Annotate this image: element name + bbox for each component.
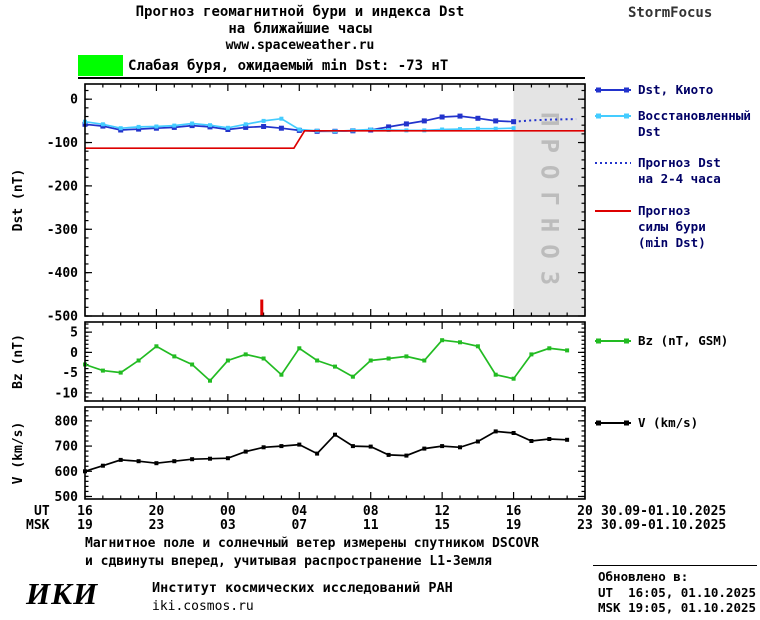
svg-text:07: 07 xyxy=(291,518,307,533)
svg-text:0: 0 xyxy=(70,346,78,361)
legend-bz-label: Bz (nT, GSM) xyxy=(638,333,729,348)
svg-text:11: 11 xyxy=(363,518,379,533)
legend-v: V (km/s) xyxy=(594,415,698,431)
svg-text:MSK: MSK xyxy=(26,518,50,533)
svg-text:04: 04 xyxy=(291,504,307,519)
legend-forecast-dst: Прогноз Dst на 2-4 часа xyxy=(594,155,721,187)
svg-text:30.09-01.10.2025: 30.09-01.10.2025 xyxy=(601,504,726,519)
legend-restored-dst: Восстановленный Dst xyxy=(594,108,751,140)
legend-dst-kyoto-label: Dst, Киото xyxy=(638,82,714,97)
svg-text:15: 15 xyxy=(434,518,450,533)
page-subtitle: на ближайшие часы xyxy=(228,21,372,37)
svg-text:23: 23 xyxy=(577,518,593,533)
svg-text:-100: -100 xyxy=(47,136,78,151)
legend-v-label: V (km/s) xyxy=(638,415,699,430)
storm-forecast-swatch-icon xyxy=(595,210,631,212)
svg-text:UT: UT xyxy=(34,504,50,519)
legend-storm-line3: (min Dst) xyxy=(638,235,706,250)
bz-swatch-icon xyxy=(595,338,631,344)
svg-text:-400: -400 xyxy=(47,266,78,281)
legend-dst-kyoto: Dst, Киото xyxy=(594,82,713,98)
svg-text:-5: -5 xyxy=(62,366,78,381)
updated-heading: Обновлено в: xyxy=(598,569,689,584)
storm-level-text: Слабая буря, ожидаемый min Dst: -73 нТ xyxy=(128,58,449,74)
legend-storm-line2: силы бури xyxy=(638,219,706,234)
svg-text:500: 500 xyxy=(55,490,79,505)
svg-text:20: 20 xyxy=(577,504,593,519)
svg-text:00: 00 xyxy=(220,504,236,519)
dst-kyoto-swatch-icon xyxy=(595,87,631,93)
svg-text:19: 19 xyxy=(506,518,522,533)
svg-text:Dst (nT): Dst (nT) xyxy=(11,169,26,232)
updated-divider xyxy=(593,565,757,566)
institute-name: Институт космических исследований РАН xyxy=(152,580,453,596)
svg-text:19: 19 xyxy=(77,518,93,533)
svg-text:-10: -10 xyxy=(55,386,79,401)
svg-text:03: 03 xyxy=(220,518,236,533)
svg-text:20: 20 xyxy=(149,504,165,519)
svg-text:800: 800 xyxy=(55,414,79,429)
svg-text:12: 12 xyxy=(434,504,450,519)
legend-forecast-line2: на 2-4 часа xyxy=(638,171,721,186)
institute-site-link[interactable]: iki.cosmos.ru xyxy=(152,599,254,614)
svg-text:V (km/s): V (km/s) xyxy=(11,422,26,485)
updated-msk-time: MSK 19:05, 01.10.2025 xyxy=(598,600,757,615)
legend-storm-line1: Прогноз xyxy=(638,203,691,218)
svg-text:ПРОГНОЗ: ПРОГНОЗ xyxy=(535,112,563,297)
site-link[interactable]: www.spaceweather.ru xyxy=(225,38,375,53)
legend-restored-line2: Dst xyxy=(638,124,661,139)
banner-divider xyxy=(78,77,585,79)
measurement-note-line2: и сдвинуты вперед, учитывая распростране… xyxy=(85,554,492,569)
forecast-dst-swatch-icon xyxy=(595,162,631,164)
v-swatch-icon xyxy=(595,420,631,426)
svg-text:5: 5 xyxy=(70,326,78,341)
svg-text:08: 08 xyxy=(363,504,379,519)
legend-bz: Bz (nT, GSM) xyxy=(594,333,728,349)
page-title: Прогноз геомагнитной бури и индекса Dst xyxy=(135,4,465,20)
svg-text:0: 0 xyxy=(70,93,78,108)
svg-text:-500: -500 xyxy=(47,310,78,325)
storm-level-swatch xyxy=(78,55,123,76)
svg-text:23: 23 xyxy=(149,518,165,533)
legend-forecast-line1: Прогноз Dst xyxy=(638,155,721,170)
svg-text:Bz (nT): Bz (nT) xyxy=(11,334,26,389)
svg-text:600: 600 xyxy=(55,465,79,480)
legend-storm-forecast: Прогноз силы бури (min Dst) xyxy=(594,203,706,251)
svg-text:-300: -300 xyxy=(47,223,78,238)
brand-label: StormFocus xyxy=(628,5,713,21)
measurement-note-line1: Магнитное поле и солнечный ветер измерен… xyxy=(85,536,539,551)
restored-dst-swatch-icon xyxy=(595,113,631,119)
legend-restored-line1: Восстановленный xyxy=(638,108,751,123)
svg-text:30.09-01.10.2025: 30.09-01.10.2025 xyxy=(601,518,726,533)
svg-text:-200: -200 xyxy=(47,179,78,194)
svg-text:16: 16 xyxy=(506,504,522,519)
iki-logo: ИКИ xyxy=(26,576,99,611)
svg-text:700: 700 xyxy=(55,440,79,455)
updated-ut-time: UT 16:05, 01.10.2025 xyxy=(598,585,757,600)
svg-text:16: 16 xyxy=(77,504,93,519)
